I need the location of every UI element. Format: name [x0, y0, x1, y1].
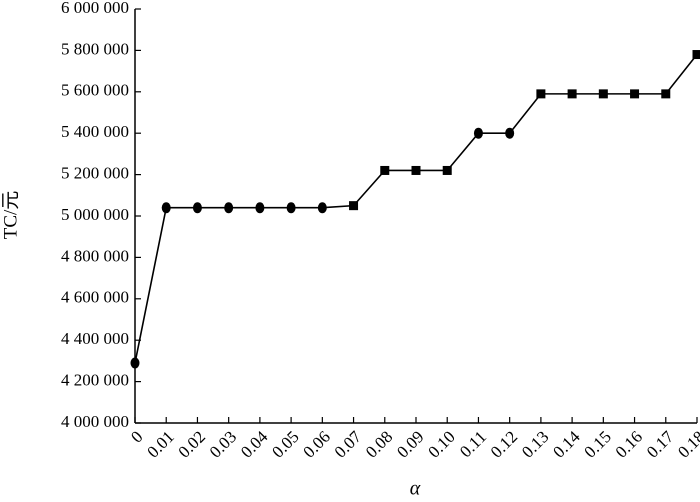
y-tick-label: 6 000 000 [61, 0, 129, 17]
y-tick-label: 4 800 000 [61, 246, 129, 265]
x-tick-label: 0.13 [518, 427, 552, 461]
x-tick-label: 0.08 [362, 427, 396, 461]
y-tick-label: 5 200 000 [61, 164, 129, 183]
marker [192, 202, 202, 214]
x-tick-label: 0.17 [643, 427, 678, 462]
x-tick-label: 0.07 [331, 427, 366, 462]
x-axis-label: α [410, 478, 421, 500]
y-tick-label: 5 000 000 [61, 205, 129, 224]
x-tick-label: 0.18 [674, 427, 700, 461]
marker [536, 89, 546, 99]
marker [349, 201, 359, 211]
marker [161, 202, 171, 214]
x-tick-label: 0 [127, 427, 146, 446]
x-tick-label: 0.10 [424, 427, 458, 461]
y-axis-label: TC/元 [0, 191, 21, 240]
y-tick-label: 5 400 000 [61, 122, 129, 141]
x-tick-label: 0.01 [143, 427, 177, 461]
marker [380, 165, 390, 175]
marker [255, 202, 265, 214]
x-tick-label: 0.12 [487, 427, 521, 461]
marker [661, 89, 671, 99]
y-tick-label: 4 000 000 [61, 412, 129, 431]
x-tick-label: 0.14 [549, 427, 584, 462]
x-tick-label: 0.04 [237, 427, 272, 462]
marker [692, 50, 700, 60]
x-tick-label: 0.16 [612, 427, 646, 461]
x-tick-label: 0.09 [393, 427, 427, 461]
marker [630, 89, 640, 99]
y-tick-label: 4 200 000 [61, 371, 129, 390]
marker [567, 89, 577, 99]
line [134, 54, 698, 364]
marker [130, 357, 140, 369]
marker [317, 202, 327, 214]
x-tick-label: 0.03 [206, 427, 240, 461]
marker [442, 165, 452, 175]
marker [598, 89, 608, 99]
x-tick-label: 0.06 [299, 427, 333, 461]
marker [505, 127, 515, 139]
y-tick-label: 5 600 000 [61, 81, 129, 100]
marker [286, 202, 296, 214]
marker [473, 127, 483, 139]
y-tick-label: 5 800 000 [61, 39, 129, 58]
x-tick-label: 0.02 [175, 427, 209, 461]
x-tick-label: 0.11 [456, 427, 490, 461]
y-tick-label: 4 600 000 [61, 288, 129, 307]
x-tick-label: 0.05 [268, 427, 302, 461]
y-tick-label: 4 400 000 [61, 329, 129, 348]
marker [411, 165, 421, 175]
x-tick-label: 0.15 [580, 427, 614, 461]
marker [224, 202, 234, 214]
